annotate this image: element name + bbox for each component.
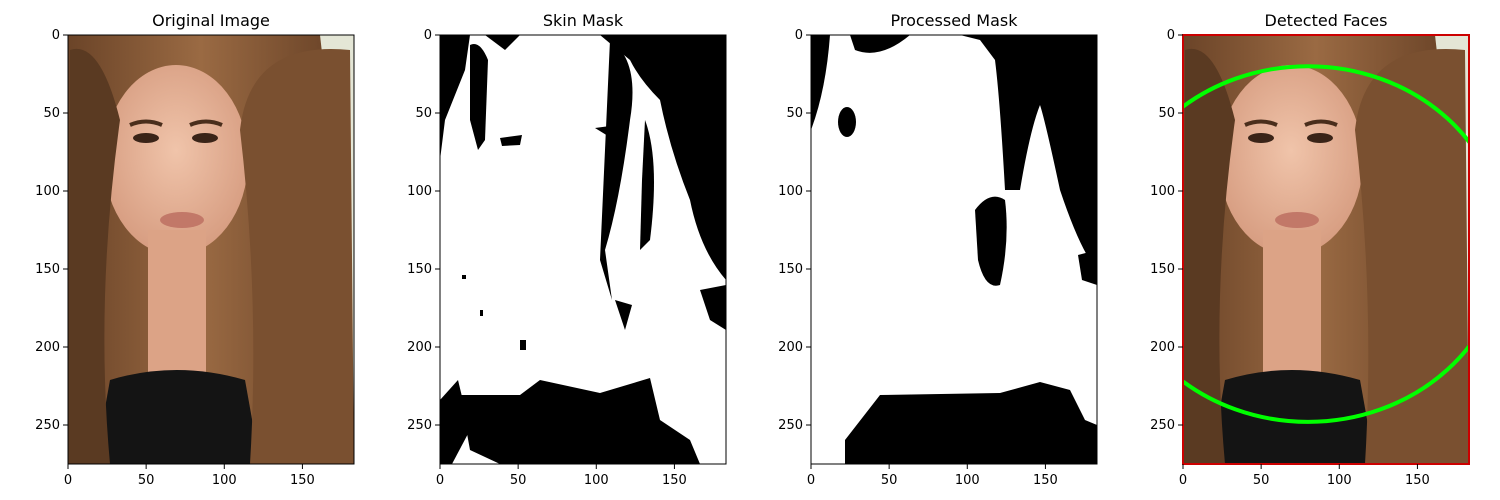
y-tick-label: 0 [424,28,432,43]
y-tick-label: 0 [795,28,803,43]
y-tick-label: 150 [35,262,60,277]
panel-title: Detected Faces [1265,11,1388,30]
y-tick-label: 0 [1167,28,1175,43]
x-tick-label: 100 [584,473,609,488]
y-tick-label: 150 [1150,262,1175,277]
x-tick-label: 0 [64,473,72,488]
x-tick-label: 100 [1327,473,1352,488]
y-tick-label: 50 [1158,106,1175,121]
axes-frame [810,34,1098,465]
axes-frame [439,34,727,465]
x-tick-label: 100 [212,473,237,488]
y-tick-label: 100 [407,184,432,199]
axis-ticks: 0 50 100 150 0 50 100 150 200 250 [778,28,1058,488]
panel-original-image: Original Image 0 50 100 150 0 50 100 150 200 250 [35,11,355,488]
detected-faces-photo [1183,35,1469,464]
y-tick-label: 100 [778,184,803,199]
x-tick-label: 150 [290,473,315,488]
axis-ticks: 0 50 100 150 0 50 100 150 200 250 [1150,28,1430,488]
panel-processed-mask: Processed Mask 0 50 100 150 0 50 100 150 200 250 [778,11,1098,488]
x-tick-label: 0 [1179,473,1187,488]
x-tick-label: 0 [807,473,815,488]
x-tick-label: 0 [436,473,444,488]
y-tick-label: 200 [778,340,803,355]
x-tick-label: 150 [1405,473,1430,488]
y-tick-label: 50 [786,106,803,121]
axes-frame [67,34,355,465]
y-tick-label: 100 [35,184,60,199]
face-detection-ellipse [1183,64,1469,424]
y-tick-label: 200 [1150,340,1175,355]
x-tick-label: 50 [138,473,155,488]
y-tick-label: 50 [415,106,432,121]
x-tick-label: 50 [881,473,898,488]
skin-mask-image [440,35,726,464]
y-tick-label: 250 [778,418,803,433]
y-tick-label: 0 [52,28,60,43]
x-tick-label: 100 [955,473,980,488]
y-tick-label: 200 [407,340,432,355]
x-tick-label: 150 [662,473,687,488]
y-tick-label: 250 [35,418,60,433]
panel-title: Original Image [152,11,270,30]
processed-mask-image [811,35,1097,464]
y-tick-label: 250 [407,418,432,433]
axis-ticks: 0 50 100 150 0 50 100 150 200 250 [35,28,315,488]
x-tick-label: 50 [510,473,527,488]
panel-detected-faces: Detected Faces 0 50 100 150 0 50 100 150 200 250 [1150,11,1470,488]
y-tick-label: 150 [407,262,432,277]
axis-ticks: 0 50 100 150 0 50 100 150 200 250 [407,28,687,488]
y-tick-label: 100 [1150,184,1175,199]
panel-title: Processed Mask [891,11,1019,30]
x-tick-label: 150 [1033,473,1058,488]
x-tick-label: 50 [1253,473,1270,488]
y-tick-label: 250 [1150,418,1175,433]
original-photo [68,35,354,464]
detection-bounding-box [1182,34,1470,465]
y-tick-label: 200 [35,340,60,355]
y-tick-label: 50 [43,106,60,121]
panel-title: Skin Mask [543,11,624,30]
y-tick-label: 150 [778,262,803,277]
